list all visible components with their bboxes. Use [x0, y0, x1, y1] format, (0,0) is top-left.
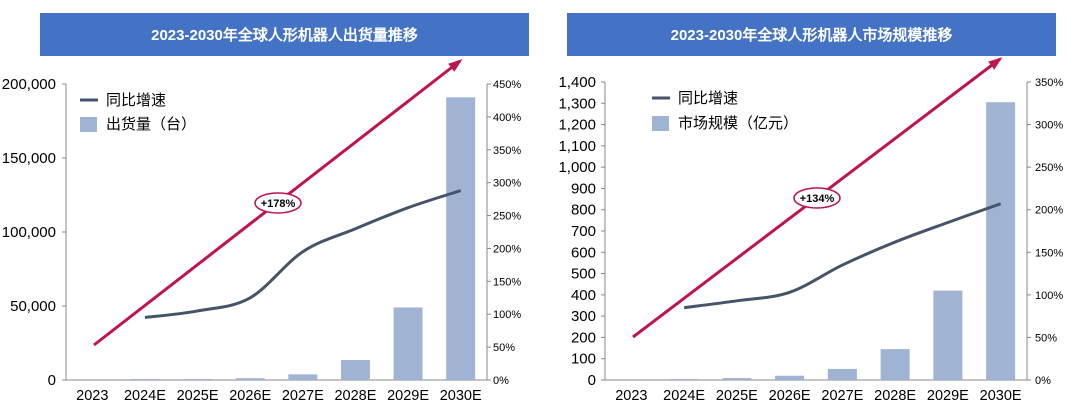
y-left-tick-label: 100,000 — [2, 224, 56, 241]
y-left-tick-label: 800 — [571, 202, 596, 219]
x-tick-label: 2027E — [821, 388, 863, 404]
growth-rate-line — [683, 202, 1002, 310]
y-right-tick-label: 0% — [1035, 375, 1051, 387]
legend-label: 同比增速 — [678, 89, 738, 107]
y-right-tick-label: 100% — [493, 309, 521, 321]
x-tick-label: 2025E — [177, 388, 219, 404]
y-left-tick-label: 150,000 — [2, 150, 56, 167]
y-left-tick-label: 50,000 — [10, 298, 56, 315]
x-tick-label: 2025E — [716, 388, 758, 404]
bar — [446, 97, 476, 380]
y-left-tick-label: 100 — [571, 351, 596, 368]
x-tick-label: 2027E — [282, 388, 324, 404]
y-left-tick-label: 1,300 — [558, 95, 596, 112]
y-left-tick-label: 200 — [571, 329, 596, 346]
y-right-tick-label: 150% — [493, 276, 521, 288]
bar — [183, 379, 213, 380]
x-tick-label: 2024E — [124, 388, 166, 404]
x-tick-label: 2029E — [927, 388, 969, 404]
y-left-tick-label: 500 — [571, 266, 596, 283]
y-right-tick-label: 200% — [493, 243, 521, 255]
y-left-tick-label: 1,000 — [558, 159, 596, 176]
x-tick-label: 2030E — [980, 388, 1022, 404]
y-right-tick-label: 50% — [1035, 332, 1057, 344]
legend-bar-swatch — [80, 117, 97, 132]
y-left-tick-label: 600 — [571, 244, 596, 261]
x-tick-label: 2029E — [387, 388, 429, 404]
y-left-tick-label: 1,200 — [558, 117, 596, 134]
x-tick-label: 2026E — [229, 388, 271, 404]
y-right-tick-label: 0% — [493, 375, 509, 387]
bar — [933, 290, 963, 380]
y-right-tick-label: 350% — [493, 145, 521, 157]
bar — [130, 379, 160, 380]
y-right-tick-label: 350% — [1035, 77, 1063, 89]
x-tick-label: 2028E — [334, 388, 376, 404]
x-tick-label: 2030E — [440, 388, 482, 404]
y-right-tick-label: 300% — [1035, 120, 1063, 132]
bar — [235, 378, 265, 380]
y-left-tick-label: 900 — [571, 180, 596, 197]
y-right-tick-label: 400% — [493, 112, 521, 124]
x-tick-label: 2024E — [663, 388, 705, 404]
growth-rate-line — [144, 189, 462, 319]
y-right-tick-label: 450% — [493, 79, 521, 91]
bar — [288, 374, 318, 380]
growth-annotation-ellipse — [254, 192, 302, 214]
bar — [986, 102, 1016, 380]
y-left-tick-label: 0 — [48, 372, 56, 389]
y-left-tick-label: 0 — [588, 372, 596, 389]
x-tick-label: 2028E — [874, 388, 916, 404]
y-right-tick-label: 50% — [493, 342, 515, 354]
market-size-chart: 0 100 200 300 400 500 600 700 800 900 1,000 1,100 1,… — [558, 57, 1063, 404]
chart-title: 2023-2030年全球人形机器人出货量推移 — [40, 13, 529, 56]
legend-label: 出货量（台） — [106, 115, 196, 133]
shipment-chart-panel: 2023-2030年全球人形机器人出货量推移 0 50,000 100,000 150… — [2, 13, 529, 404]
bar — [669, 379, 699, 380]
bar — [880, 349, 910, 380]
growth-annotation-label: +134% — [800, 193, 835, 205]
x-tick-label: 2026E — [769, 388, 811, 404]
y-right-tick-label: 250% — [493, 211, 521, 223]
trend-arrow-head — [448, 59, 463, 72]
y-left-tick-label: 1,400 — [558, 74, 596, 91]
trend-arrow-head — [988, 57, 1003, 70]
y-right-tick-label: 100% — [1035, 290, 1063, 302]
y-right-tick-label: 250% — [1035, 162, 1063, 174]
bar — [340, 360, 370, 380]
chart-title: 2023-2030年全球人形机器人市场规模推移 — [567, 13, 1056, 56]
y-left-tick-label: 400 — [571, 287, 596, 304]
y-left-tick-label: 300 — [571, 308, 596, 325]
x-tick-label: 2023 — [76, 388, 108, 404]
bar — [393, 307, 423, 380]
y-right-tick-label: 200% — [1035, 205, 1063, 217]
y-left-tick-label: 700 — [571, 223, 596, 240]
legend-label: 同比增速 — [106, 91, 166, 109]
y-right-tick-label: 300% — [493, 178, 521, 190]
legend-bar-swatch — [652, 116, 669, 131]
y-left-tick-label: 1,100 — [558, 138, 596, 155]
growth-annotation-label: +178% — [261, 198, 296, 210]
growth-annotation-ellipse — [793, 187, 841, 209]
bar — [775, 375, 805, 380]
y-left-tick-label: 200,000 — [2, 76, 56, 93]
legend-label: 市场规模（亿元） — [678, 114, 798, 132]
bar — [827, 368, 857, 380]
y-right-tick-label: 150% — [1035, 247, 1063, 259]
bar — [722, 378, 752, 380]
x-tick-label: 2023 — [615, 388, 647, 404]
shipment-chart: 0 50,000 100,000 150,000 200,000 0% 50% 100% 150… — [2, 59, 521, 404]
market-size-chart-panel: 2023-2030年全球人形机器人市场规模推移 0 100 200 300 400 500… — [540, 0, 1080, 410]
